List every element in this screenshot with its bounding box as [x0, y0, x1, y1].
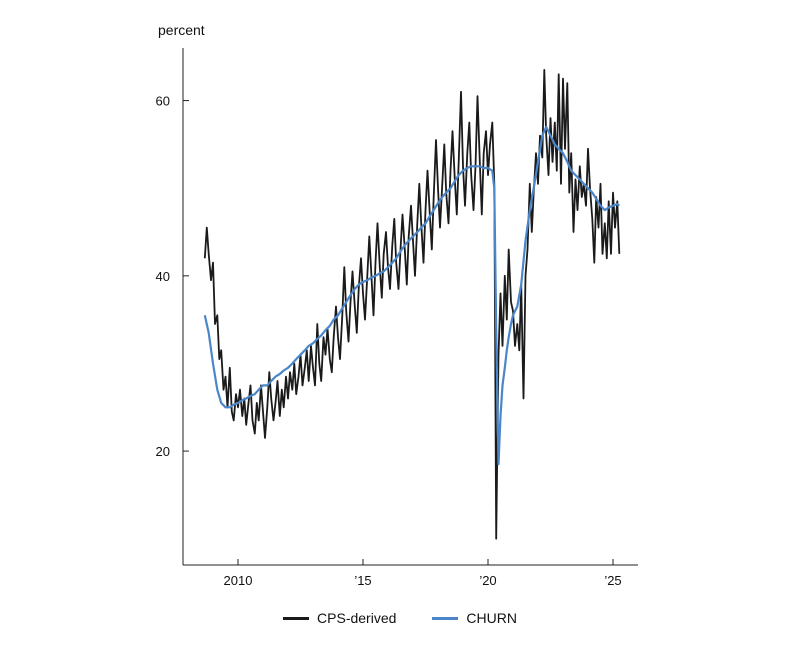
chart-lines [203, 69, 621, 540]
y-axis-ticks: 20 40 60 [156, 94, 189, 459]
chart-legend: CPS-derived CHURN [0, 606, 800, 630]
chart: percent 20 40 60 2010 ’15 ’20 ’25 [156, 22, 638, 588]
chart-axes [182, 48, 638, 566]
x-tick-label: ’20 [479, 573, 496, 588]
y-unit-label: percent [158, 22, 205, 38]
x-tick-label: 2010 [224, 573, 253, 588]
legend-swatch-cps [283, 616, 310, 620]
series-line-cps-derived [203, 69, 621, 540]
y-tick-label: 40 [156, 269, 170, 284]
legend-item-cps: CPS-derived [283, 610, 396, 626]
legend-label-churn: CHURN [466, 610, 517, 626]
legend-label-cps: CPS-derived [317, 610, 397, 626]
legend-swatch-churn [432, 616, 459, 620]
series-line-churn [203, 125, 621, 466]
y-tick-label: 60 [156, 94, 170, 109]
x-tick-label: ’15 [354, 573, 371, 588]
x-tick-label: ’25 [604, 573, 621, 588]
y-tick-label: 20 [156, 444, 170, 459]
x-axis-ticks: 2010 ’15 ’20 ’25 [224, 559, 622, 588]
legend-item-churn: CHURN [432, 610, 517, 626]
